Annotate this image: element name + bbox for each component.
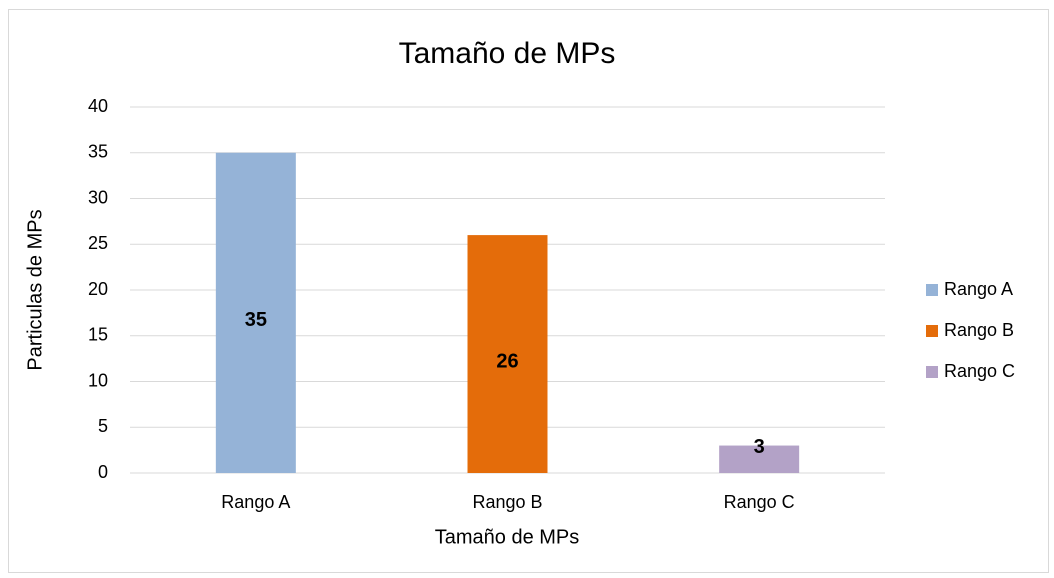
bar bbox=[215, 152, 296, 473]
chart-title: Tamaño de MPs bbox=[399, 37, 616, 70]
legend-swatch bbox=[926, 325, 938, 337]
legend-label: Rango A bbox=[944, 279, 1013, 299]
y-tick-label: 30 bbox=[88, 187, 108, 207]
x-tick-label: Rango B bbox=[472, 492, 542, 512]
x-tick-label: Rango C bbox=[724, 492, 795, 512]
y-axis-label: Particulas de MPs bbox=[24, 209, 46, 370]
data-label: 3 bbox=[754, 436, 765, 458]
y-tick-label: 35 bbox=[88, 142, 108, 162]
y-tick-label: 20 bbox=[88, 279, 108, 299]
data-label: 26 bbox=[496, 350, 518, 372]
y-tick-label: 10 bbox=[88, 370, 108, 390]
bar bbox=[467, 235, 548, 473]
y-tick-label: 25 bbox=[88, 233, 108, 253]
legend-label: Rango B bbox=[944, 320, 1014, 340]
legend-label: Rango C bbox=[944, 361, 1015, 381]
bar bbox=[719, 445, 800, 473]
y-tick-label: 5 bbox=[98, 416, 108, 436]
legend-swatch bbox=[926, 284, 938, 296]
y-tick-label: 40 bbox=[88, 96, 108, 116]
x-tick-label: Rango A bbox=[221, 492, 290, 512]
x-axis-label: Tamaño de MPs bbox=[435, 526, 580, 548]
legend-swatch bbox=[926, 366, 938, 378]
y-tick-label: 0 bbox=[98, 462, 108, 482]
data-label: 35 bbox=[245, 309, 267, 331]
y-tick-label: 15 bbox=[88, 325, 108, 345]
